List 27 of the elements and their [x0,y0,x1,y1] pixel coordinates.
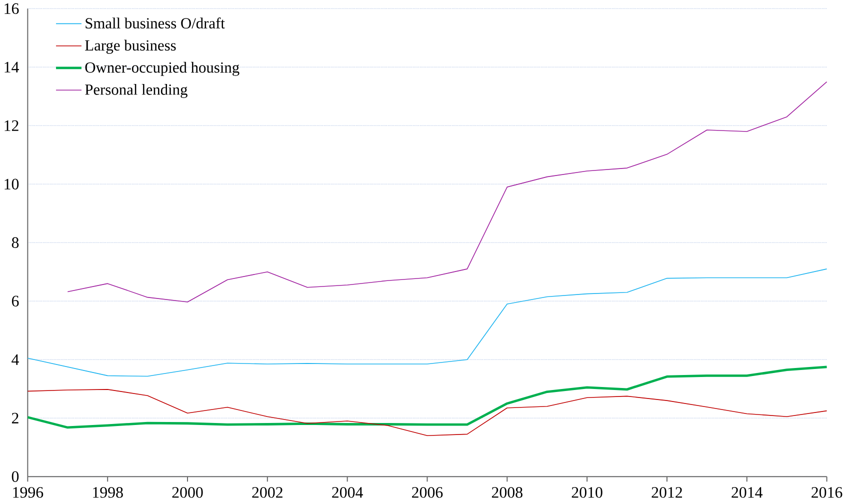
y-tick-label: 2 [12,412,18,424]
x-tick-label: 2016 [812,487,842,498]
x-tick-label: 2004 [332,487,363,498]
x-tick-label: 2006 [412,487,443,498]
line-series [67,81,828,302]
y-tick-label: 12 [4,120,18,131]
x-tick-label: 2008 [492,487,522,498]
x-tick-label: 2014 [732,487,763,498]
line-series [26,366,828,429]
y-tick-label: 4 [12,354,19,365]
legend-label: Small business O/draft [86,17,225,28]
x-tick-label: 2000 [172,487,203,498]
x-tick-label: 1998 [93,487,123,498]
legend-label: Large business [85,40,176,54]
x-tick-label: 2010 [572,487,602,498]
x-tick-label: 2002 [252,487,282,498]
legend-label: Owner-occupied housing [85,62,240,76]
x-tick-label: 1996 [13,487,44,498]
y-tick-label: 10 [4,178,19,190]
legend-label: Personal lending [85,84,188,98]
y-tick-label: 14 [4,62,19,72]
y-tick-label: 16 [4,3,19,14]
y-tick-label: 6 [12,296,19,306]
x-tick-label: 2012 [652,487,682,498]
y-tick-label: 0 [12,471,19,482]
y-tick-label: 8 [12,237,19,248]
line-series [27,389,828,436]
